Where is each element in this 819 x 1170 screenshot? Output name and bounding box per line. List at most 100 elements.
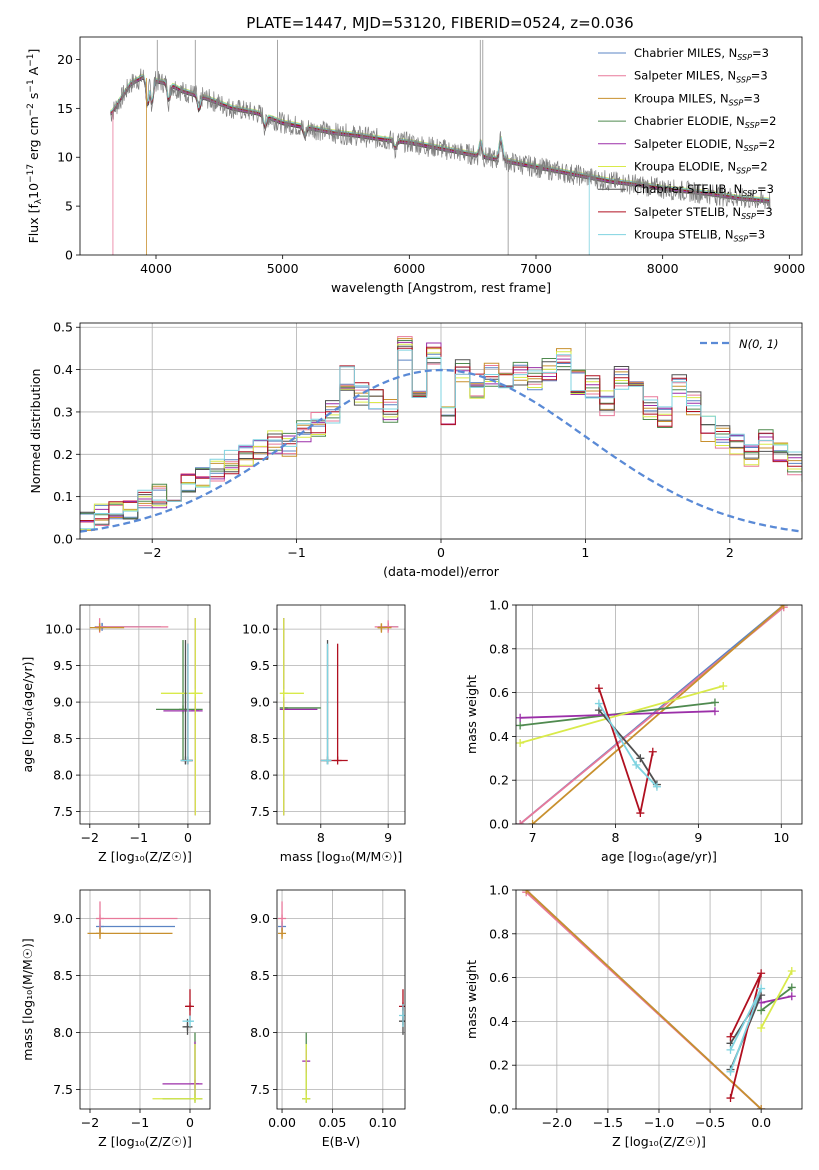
legend-label-text: Kroupa ELODIE, N <box>634 160 736 174</box>
axes-residual-histogram: −2 −1 0 1 2 0.0 0.1 0.2 0.3 0.4 0.5 (data-model)/er… <box>28 320 803 579</box>
x-tick-label: 7000 <box>520 261 552 276</box>
legend-label-value: =3 <box>756 205 773 219</box>
data-point <box>183 1022 192 1031</box>
x-tick-label: 10 <box>773 830 789 845</box>
weight-marker <box>719 682 728 691</box>
x-tick-label: −1 <box>130 830 148 845</box>
x-tick-label: 5000 <box>267 261 299 276</box>
x-tick-label: 7 <box>529 830 537 845</box>
weight-marker <box>528 820 537 824</box>
y-tick-label: 1.0 <box>489 883 509 898</box>
x-tick-label: 4000 <box>140 261 172 276</box>
x-axis-label: Z [log₁₀(Z/Z☉)] <box>98 849 192 864</box>
y-tick-label: 0.5 <box>53 320 73 335</box>
data-point <box>333 756 342 765</box>
y-tick-label: 0.2 <box>53 447 73 462</box>
residual-legend: N(0, 1) <box>700 337 779 351</box>
y-axis-label-part: −1 <box>26 79 36 92</box>
y-tick-label: 9.5 <box>53 658 73 673</box>
legend-label-sub: SSP <box>741 212 756 221</box>
weight-marker <box>726 1045 735 1054</box>
legend-label: Kroupa MILES, NSSP=3 <box>634 91 760 107</box>
y-tick-label: 0.6 <box>489 970 509 985</box>
y-axis-label-part: −17 <box>26 164 36 183</box>
residual-histogram-8 <box>80 346 802 521</box>
x-tick-label: −1.5 <box>593 1115 623 1130</box>
x-tick-label: 9000 <box>773 261 805 276</box>
legend-label-text: Salpeter ELODIE, N <box>634 137 744 151</box>
y-axis-label-part: erg cm <box>26 116 41 164</box>
y-tick-label: 8.0 <box>250 1025 270 1040</box>
legend-label: Chabrier ELODIE, NSSP=2 <box>634 114 776 130</box>
y-axis-label: mass weight <box>464 675 479 754</box>
legend-label-sub: SSP <box>744 144 759 153</box>
weight-marker <box>522 890 531 894</box>
weight-line-3 <box>532 605 785 824</box>
x-tick-label: 9 <box>384 830 392 845</box>
y-tick-label: 8.5 <box>53 968 73 983</box>
x-tick-label: 0 <box>184 830 192 845</box>
y-axis-label: mass [log₁₀(M/M☉)] <box>20 938 35 1060</box>
y-tick-label: 0.8 <box>489 641 509 656</box>
y-tick-label: 7.5 <box>250 1082 270 1097</box>
legend-label-value: =3 <box>751 69 768 83</box>
residual-histogram-9 <box>80 349 802 530</box>
legend-label-text: Kroupa MILES, N <box>634 91 729 105</box>
data-point <box>398 1011 405 1020</box>
weight-marker <box>726 1032 735 1041</box>
data-point <box>278 929 287 938</box>
y-tick-label: 0.8 <box>489 926 509 941</box>
plot-area <box>279 618 399 816</box>
plot-area <box>87 901 203 1103</box>
data-point <box>96 914 104 923</box>
y-tick-label: 7.5 <box>53 1082 73 1097</box>
x-tick-label: 0 <box>437 545 445 560</box>
data-point <box>377 623 386 632</box>
legend-label: Chabrier MILES, NSSP=3 <box>634 46 769 62</box>
plot-area <box>89 618 203 816</box>
x-tick-label: −1 <box>131 1115 149 1130</box>
x-axis-label: age [log₁₀(age/yr)] <box>601 849 717 864</box>
data-point <box>384 622 393 631</box>
weight-marker <box>726 1067 735 1076</box>
legend-label-sub: SSP <box>745 121 760 130</box>
weight-line-6 <box>760 970 793 1029</box>
legend-label-sub: SSP <box>734 235 749 244</box>
legend-label-text: Kroupa STELIB, N <box>634 228 734 242</box>
x-axis-label: E(B-V) <box>322 1134 361 1149</box>
y-tick-label: 0.3 <box>53 404 73 419</box>
axes-frame <box>276 604 406 825</box>
legend-label-sub: SSP <box>742 189 757 198</box>
y-tick-label: 1.0 <box>489 598 509 613</box>
residual-histogram-1 <box>80 353 802 520</box>
data-point <box>302 1094 311 1103</box>
weight-line-5 <box>520 710 716 719</box>
weight-marker <box>757 984 766 993</box>
axes-frame <box>79 36 803 256</box>
y-tick-label: 7.5 <box>250 804 270 819</box>
y-axis-label: age [log₁₀(age/yr)] <box>20 657 35 773</box>
x-tick-label: −1.0 <box>644 1115 674 1130</box>
y-tick-label: 0.4 <box>489 1014 509 1029</box>
weight-marker <box>710 698 719 707</box>
legend-label-value: =2 <box>760 114 777 128</box>
y-tick-label: 0.1 <box>53 489 73 504</box>
data-point <box>186 1017 194 1026</box>
x-tick-label: 8000 <box>647 261 679 276</box>
weight-marker <box>757 1105 766 1109</box>
legend-label: Salpeter ELODIE, NSSP=2 <box>634 137 775 153</box>
data-point <box>191 689 200 698</box>
data-point <box>279 689 288 698</box>
data-point <box>183 756 192 765</box>
x-tick-label: 0.00 <box>268 1115 296 1130</box>
x-tick-label: −2.0 <box>542 1115 572 1130</box>
legend-label-value: =3 <box>752 46 769 60</box>
x-axis-label: wavelength [Angstrom, rest frame] <box>331 280 551 295</box>
legend-label: N(0, 1) <box>739 337 779 351</box>
data-point <box>278 914 287 923</box>
weight-line-8 <box>598 687 654 817</box>
legend-label-sub: SSP <box>736 76 751 85</box>
y-axis-label: mass weight <box>464 960 479 1039</box>
plot-area <box>80 336 802 533</box>
x-tick-label: 9 <box>694 830 702 845</box>
